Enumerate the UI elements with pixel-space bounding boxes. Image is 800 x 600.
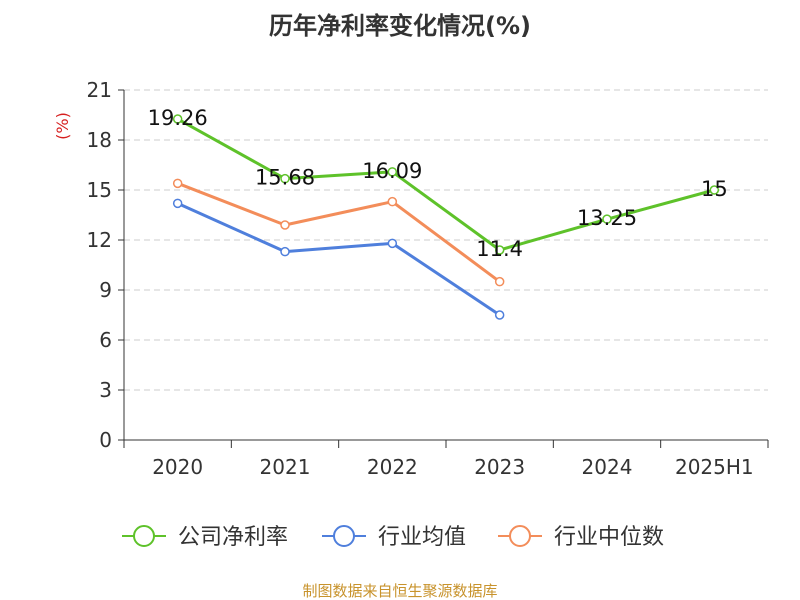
series-layer bbox=[172, 114, 720, 320]
y-tick-label: 6 bbox=[99, 328, 112, 352]
data-point bbox=[172, 178, 183, 189]
data-labels: 19.26 15.68 16.09 11.4 13.25 15 bbox=[148, 106, 728, 261]
data-label: 15 bbox=[701, 177, 728, 201]
data-point bbox=[602, 214, 612, 224]
data-point bbox=[494, 245, 505, 255]
series-line-2 bbox=[177, 181, 501, 283]
data-point bbox=[280, 246, 290, 257]
x-tick-label: 2024 bbox=[582, 455, 633, 479]
chart-title: 历年净利率变化情况(%) bbox=[269, 12, 531, 40]
x-tick-label: 2023 bbox=[474, 455, 525, 479]
data-point bbox=[494, 310, 505, 320]
legend-marker bbox=[333, 525, 355, 547]
series-line-0 bbox=[176, 117, 715, 252]
x-tick-label: 2021 bbox=[260, 455, 311, 479]
data-label: 19.26 bbox=[148, 106, 208, 130]
data-label: 15.68 bbox=[255, 166, 315, 190]
data-point bbox=[280, 173, 290, 184]
y-tick-label: 15 bbox=[87, 178, 112, 202]
legend: 公司净利率 行业均值 行业中位数 bbox=[122, 525, 664, 550]
data-point bbox=[387, 196, 398, 207]
data-point bbox=[280, 220, 290, 230]
data-label: 13.25 bbox=[577, 206, 637, 230]
y-tick-label: 18 bbox=[87, 128, 112, 152]
source-note: 制图数据来自恒生聚源数据库 bbox=[302, 582, 497, 600]
y-axis-label: (%) bbox=[53, 112, 72, 140]
legend-marker bbox=[133, 525, 155, 547]
data-point bbox=[387, 167, 398, 177]
data-point bbox=[387, 238, 398, 249]
y-tick-label: 21 bbox=[87, 78, 112, 102]
legend-label: 行业中位数 bbox=[554, 525, 664, 550]
x-tick-label: 2025H1 bbox=[675, 455, 754, 479]
y-tick-label: 3 bbox=[99, 378, 112, 402]
data-point bbox=[709, 185, 720, 195]
x-tick-label: 2022 bbox=[367, 455, 418, 479]
legend-label: 行业均值 bbox=[378, 525, 466, 550]
data-point bbox=[494, 276, 505, 287]
data-point bbox=[172, 198, 183, 209]
series-line-1 bbox=[177, 201, 501, 317]
y-tick-label: 0 bbox=[99, 428, 112, 452]
data-label: 16.09 bbox=[362, 159, 422, 183]
axes: 0 3 6 9 12 15 18 21 2020 2021 2022 2023 2024 2025H1 bbox=[87, 78, 769, 479]
y-tick-label: 12 bbox=[87, 228, 112, 252]
data-point bbox=[172, 114, 183, 124]
y-tick-label: 9 bbox=[99, 278, 112, 302]
legend-marker bbox=[509, 525, 531, 547]
data-label: 11.4 bbox=[476, 237, 523, 261]
legend-label: 公司净利率 bbox=[178, 525, 288, 550]
x-tick-label: 2020 bbox=[152, 455, 203, 479]
